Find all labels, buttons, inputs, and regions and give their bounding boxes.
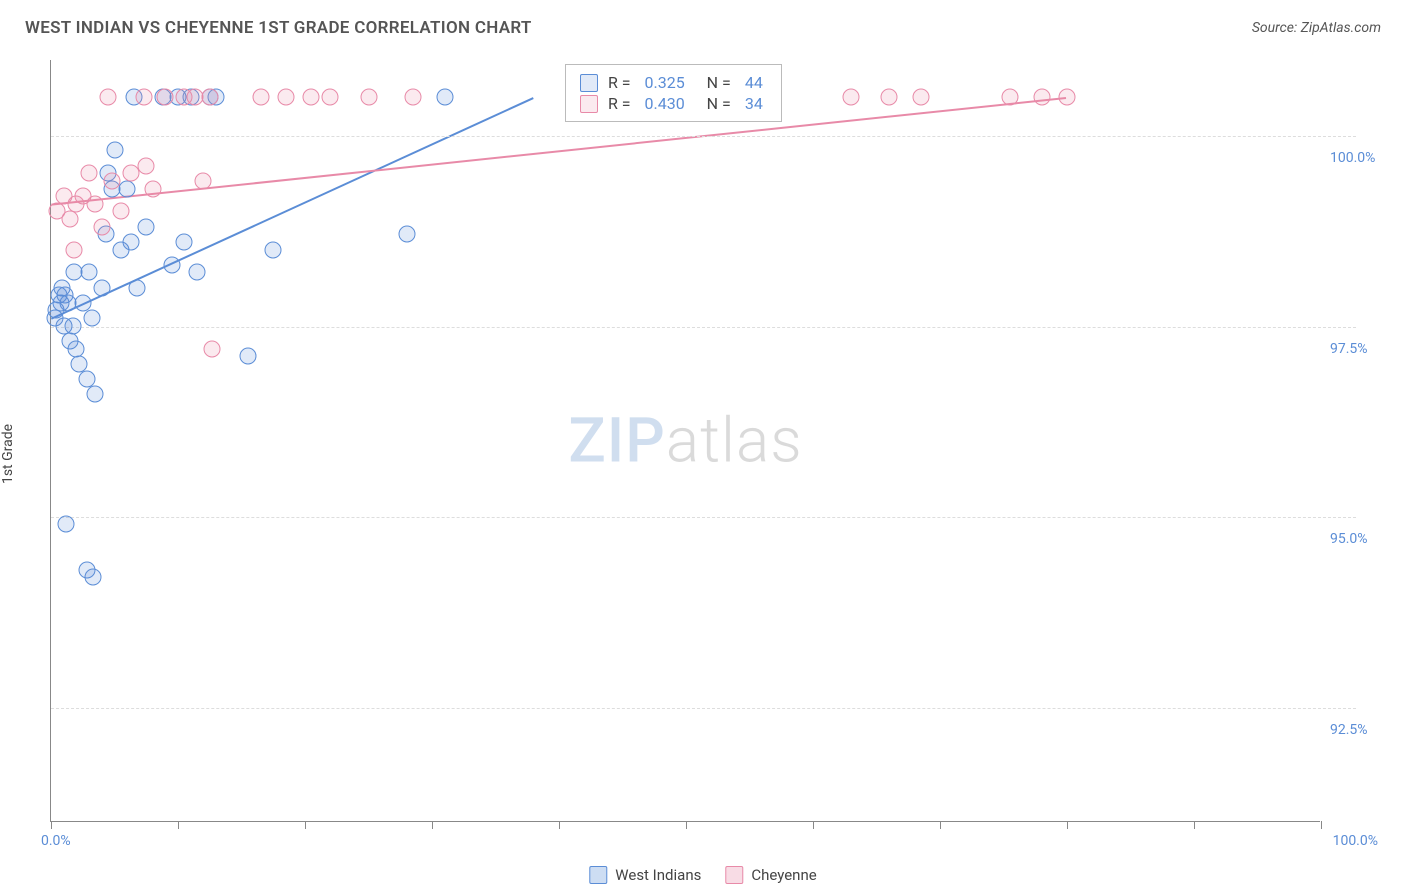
legend-label: West Indians [615, 866, 701, 884]
scatter-point [912, 89, 929, 106]
scatter-point [436, 89, 453, 106]
x-tick [1194, 821, 1195, 829]
x-tick [305, 821, 306, 829]
scatter-point [62, 211, 79, 228]
stat-r-value: 0.325 [645, 73, 685, 92]
x-tick [432, 821, 433, 829]
scatter-point [138, 218, 155, 235]
stats-swatch [580, 74, 598, 92]
scatter-point [157, 89, 174, 106]
scatter-point [176, 233, 193, 250]
x-tick-label: 100.0% [1333, 833, 1378, 849]
scatter-point [1001, 89, 1018, 106]
y-tick-label: 95.0% [1330, 531, 1400, 547]
scatter-point [265, 241, 282, 258]
scatter-point [83, 310, 100, 327]
scatter-point [144, 180, 161, 197]
scatter-point [201, 89, 218, 106]
scatter-point [322, 89, 339, 106]
scatter-point [87, 386, 104, 403]
stat-r-label: R = [608, 73, 631, 92]
scatter-point [360, 89, 377, 106]
stat-r-value: 0.430 [645, 94, 685, 113]
scatter-point [78, 371, 95, 388]
x-tick [178, 821, 179, 829]
stats-row: R = 0.325 N = 44 [580, 73, 767, 92]
chart-header: WEST INDIAN VS CHEYENNE 1ST GRADE CORREL… [25, 18, 1381, 38]
scatter-point [189, 264, 206, 281]
x-tick [686, 821, 687, 829]
scatter-point [252, 89, 269, 106]
scatter-point [123, 233, 140, 250]
scatter-point [93, 218, 110, 235]
legend-item: West Indians [589, 866, 701, 884]
x-tick [940, 821, 941, 829]
legend-swatch [589, 866, 607, 884]
scatter-point [106, 142, 123, 159]
gridline [51, 708, 1356, 709]
stat-n-value: 44 [745, 73, 763, 92]
scatter-point [129, 279, 146, 296]
scatter-point [303, 89, 320, 106]
stats-box: R = 0.325 N = 44R = 0.430 N = 34 [565, 64, 782, 122]
stat-r-label: R = [608, 94, 631, 113]
scatter-point [81, 165, 98, 182]
chart-title: WEST INDIAN VS CHEYENNE 1ST GRADE CORREL… [25, 18, 532, 38]
stats-swatch [580, 95, 598, 113]
legend-item: Cheyenne [725, 866, 816, 884]
y-tick-label: 92.5% [1330, 722, 1400, 738]
scatter-point [93, 279, 110, 296]
legend-swatch [725, 866, 743, 884]
scatter-point [58, 515, 75, 532]
x-tick [1321, 821, 1322, 829]
x-tick [1067, 821, 1068, 829]
scatter-point [843, 89, 860, 106]
legend: West Indians Cheyenne [589, 866, 816, 884]
source-label: Source: ZipAtlas.com [1252, 20, 1381, 36]
scatter-point [398, 226, 415, 243]
x-tick [813, 821, 814, 829]
y-axis-label: 1st Grade [0, 424, 16, 484]
x-tick [559, 821, 560, 829]
scatter-point [163, 256, 180, 273]
gridline [51, 327, 1356, 328]
x-tick-label: 0.0% [41, 833, 71, 849]
scatter-point [119, 180, 136, 197]
stat-n-value: 34 [745, 94, 763, 113]
scatter-point [1033, 89, 1050, 106]
scatter-point [65, 241, 82, 258]
scatter-point [87, 195, 104, 212]
scatter-point [404, 89, 421, 106]
scatter-point [103, 172, 120, 189]
y-tick-label: 100.0% [1330, 150, 1400, 166]
scatter-point [81, 264, 98, 281]
y-tick-label: 97.5% [1330, 341, 1400, 357]
scatter-point [74, 294, 91, 311]
scatter-point [65, 264, 82, 281]
scatter-point [135, 89, 152, 106]
gridline [51, 136, 1356, 137]
legend-label: Cheyenne [751, 866, 816, 884]
scatter-point [138, 157, 155, 174]
scatter-point [204, 340, 221, 357]
scatter-point [1059, 89, 1076, 106]
stat-n-label: N = [699, 73, 731, 92]
scatter-point [239, 348, 256, 365]
stats-row: R = 0.430 N = 34 [580, 94, 767, 113]
scatter-point [195, 172, 212, 189]
scatter-point [64, 317, 81, 334]
gridline [51, 517, 1356, 518]
scatter-point [112, 203, 129, 220]
stat-n-label: N = [699, 94, 731, 113]
scatter-point [277, 89, 294, 106]
plot-area: ZIPatlas 92.5%95.0%97.5%100.0%0.0%100.0%… [50, 60, 1320, 822]
x-tick [51, 821, 52, 829]
scatter-point [100, 89, 117, 106]
scatter-point [84, 569, 101, 586]
scatter-point [881, 89, 898, 106]
